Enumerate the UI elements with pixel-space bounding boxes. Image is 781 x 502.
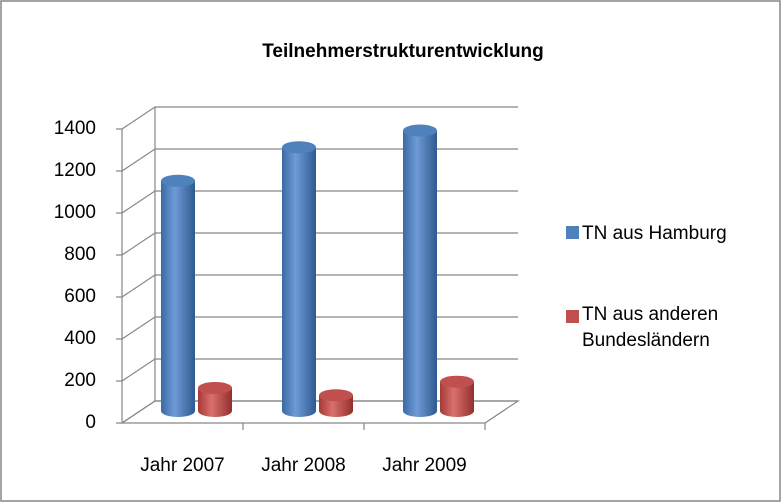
side-grid-line bbox=[121, 316, 156, 340]
y-tick-label: 200 bbox=[64, 370, 96, 391]
y-tick-label: 600 bbox=[64, 286, 96, 307]
legend-label: TN aus Hamburg bbox=[582, 223, 727, 244]
bar-top bbox=[282, 141, 316, 154]
bar bbox=[403, 130, 437, 418]
bar-top bbox=[198, 381, 232, 394]
y-tick-label: 1400 bbox=[54, 118, 96, 139]
side-grid-line bbox=[121, 106, 156, 130]
x-tick-label: Jahr 2007 bbox=[140, 455, 225, 476]
bar bbox=[161, 180, 195, 417]
legend-swatch bbox=[566, 226, 579, 239]
y-tick-label: 400 bbox=[64, 328, 96, 349]
y-tick-label: 0 bbox=[85, 412, 96, 433]
legend-label: TN aus anderen Bundesländern bbox=[582, 304, 719, 351]
side-grid-line bbox=[121, 274, 156, 298]
side-grid-line bbox=[121, 148, 156, 172]
side-grid-line bbox=[121, 358, 156, 382]
bar-top bbox=[440, 375, 474, 388]
side-grid-line bbox=[121, 190, 156, 214]
bar-top bbox=[161, 174, 195, 187]
bar bbox=[282, 147, 316, 418]
y-tick-label: 1000 bbox=[54, 202, 96, 223]
x-tick-label: Jahr 2008 bbox=[261, 455, 346, 476]
bar bbox=[198, 387, 232, 417]
x-tick-label: Jahr 2009 bbox=[382, 455, 467, 476]
y-tick-label: 1200 bbox=[54, 160, 96, 181]
legend-swatch bbox=[566, 310, 579, 323]
bar-top bbox=[319, 389, 353, 402]
y-tick-label: 800 bbox=[64, 244, 96, 265]
bar-top bbox=[403, 124, 437, 137]
chart-title: Teilnehmerstrukturentwicklung bbox=[262, 41, 544, 62]
bar bbox=[440, 381, 474, 417]
side-grid-line bbox=[121, 232, 156, 256]
side-grid-line bbox=[121, 400, 156, 424]
bar bbox=[319, 395, 353, 417]
